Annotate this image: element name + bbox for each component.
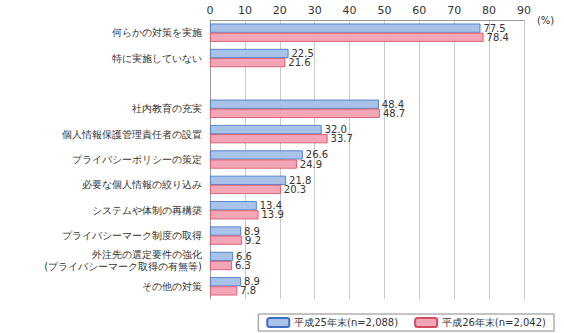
svg-text:プライバシーマーク制度の取得: プライバシーマーク制度の取得 [62, 230, 202, 241]
svg-text:9.2: 9.2 [245, 235, 261, 246]
svg-text:33.7: 33.7 [331, 133, 353, 144]
svg-text:20: 20 [273, 4, 287, 17]
svg-text:24.9: 24.9 [300, 159, 322, 170]
svg-text:90: 90 [517, 4, 531, 17]
svg-text:8.9: 8.9 [244, 276, 260, 288]
svg-text:平成25年末(n=2,088): 平成25年末(n=2,088) [294, 317, 398, 328]
svg-text:何らかの対策を実施: 何らかの対策を実施 [112, 27, 202, 38]
svg-text:0: 0 [207, 4, 214, 17]
svg-text:50: 50 [377, 4, 391, 17]
svg-text:(%): (%) [537, 15, 554, 26]
svg-text:60: 60 [412, 4, 426, 17]
svg-text:48.4: 48.4 [381, 98, 405, 110]
svg-text:77.5: 77.5 [483, 22, 506, 34]
svg-text:21.8: 21.8 [289, 174, 312, 186]
svg-text:13.4: 13.4 [259, 200, 282, 212]
svg-text:6.6: 6.6 [236, 250, 252, 262]
svg-text:70: 70 [447, 4, 461, 17]
svg-text:78.4: 78.4 [487, 32, 509, 43]
svg-text:40: 40 [343, 4, 357, 17]
svg-text:80: 80 [482, 4, 496, 17]
svg-text:個人情報保護管理責任者の設置: 個人情報保護管理責任者の設置 [62, 129, 202, 140]
svg-text:13.9: 13.9 [261, 209, 283, 220]
svg-text:その他の対策: その他の対策 [142, 281, 202, 292]
svg-text:特に実施していない: 特に実施していない [112, 53, 202, 64]
svg-text:20.3: 20.3 [284, 184, 306, 195]
svg-text:プライバシーポリシーの策定: プライバシーポリシーの策定 [72, 154, 202, 165]
svg-text:8.9: 8.9 [244, 225, 260, 237]
svg-text:10: 10 [238, 4, 252, 17]
svg-text:32.0: 32.0 [324, 124, 347, 136]
svg-text:システムや体制の再構築: システムや体制の再構築 [92, 205, 202, 216]
svg-text:48.7: 48.7 [383, 108, 405, 119]
svg-text:必要な個人情報の絞り込み: 必要な個人情報の絞り込み [82, 179, 202, 190]
svg-text:(プライバシーマーク取得の有無等): (プライバシーマーク取得の有無等) [44, 261, 202, 272]
svg-text:26.6: 26.6 [305, 149, 329, 161]
svg-text:社内教育の充実: 社内教育の充実 [132, 103, 202, 114]
svg-text:21.6: 21.6 [288, 57, 310, 68]
svg-text:7.8: 7.8 [240, 285, 256, 296]
svg-text:平成26年末(n=2,042): 平成26年末(n=2,042) [442, 317, 546, 328]
svg-text:6.3: 6.3 [235, 260, 251, 271]
svg-text:30: 30 [308, 4, 322, 17]
svg-text:22.5: 22.5 [291, 48, 314, 59]
svg-text:外注先の選定要件の強化: 外注先の選定要件の強化 [92, 249, 202, 260]
